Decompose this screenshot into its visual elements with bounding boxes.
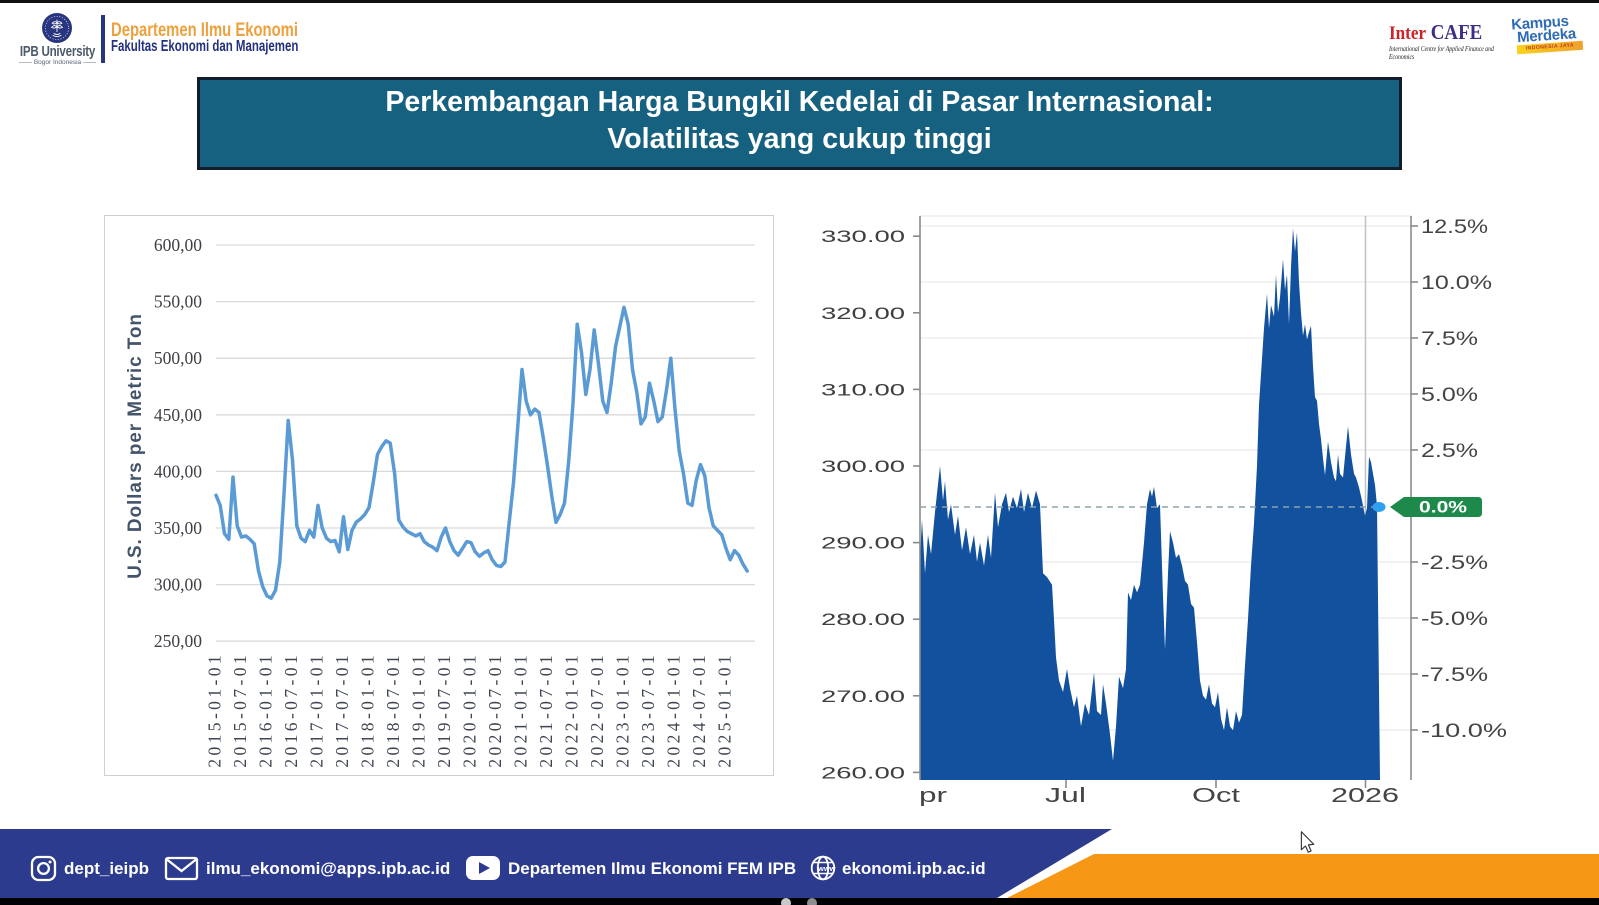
svg-text:2020-01-01: 2020-01-01	[460, 652, 480, 768]
svg-text:2018-07-01: 2018-07-01	[383, 652, 403, 768]
svg-text:550,00: 550,00	[154, 292, 202, 312]
svg-text:330.00: 330.00	[821, 228, 905, 246]
svg-text:U.S. Dollars per Metric Ton: U.S. Dollars per Metric Ton	[125, 313, 146, 579]
svg-text:2024-01-01: 2024-01-01	[664, 652, 684, 768]
svg-text:2026: 2026	[1331, 785, 1399, 807]
svg-text:2020-07-01: 2020-07-01	[485, 652, 505, 768]
svg-text:400,00: 400,00	[154, 461, 202, 481]
svg-text:290.00: 290.00	[821, 535, 905, 553]
svg-text:5.0%: 5.0%	[1421, 385, 1478, 406]
svg-text:600,00: 600,00	[154, 235, 202, 255]
svg-text:-2.5%: -2.5%	[1421, 553, 1488, 574]
svg-text:2025-01-01: 2025-01-01	[715, 652, 735, 768]
svg-text:450,00: 450,00	[154, 405, 202, 425]
svg-text:-10.0%: -10.0%	[1421, 721, 1507, 742]
svg-text:2016-01-01: 2016-01-01	[256, 652, 276, 768]
svg-text:500,00: 500,00	[154, 348, 202, 368]
svg-text:260.00: 260.00	[821, 764, 905, 782]
svg-text:0.0%: 0.0%	[1419, 499, 1467, 517]
svg-text:www: www	[817, 864, 836, 873]
svg-text:2017-01-01: 2017-01-01	[307, 652, 327, 768]
svg-text:12.5%: 12.5%	[1421, 217, 1488, 238]
svg-text:280.00: 280.00	[821, 611, 905, 629]
svg-text:-5.0%: -5.0%	[1421, 609, 1488, 630]
svg-text:2019-07-01: 2019-07-01	[434, 652, 454, 768]
svg-text:250,00: 250,00	[154, 631, 202, 651]
svg-text:300,00: 300,00	[154, 575, 202, 595]
svg-text:2017-07-01: 2017-07-01	[332, 652, 352, 768]
svg-text:2016-07-01: 2016-07-01	[281, 652, 301, 768]
svg-text:2021-07-01: 2021-07-01	[536, 652, 556, 768]
svg-text:310.00: 310.00	[821, 381, 905, 399]
svg-text:pr: pr	[919, 785, 948, 807]
svg-text:270.00: 270.00	[821, 688, 905, 706]
svg-text:2018-01-01: 2018-01-01	[358, 652, 378, 768]
svg-text:2023-01-01: 2023-01-01	[613, 652, 633, 768]
svg-text:2015-01-01: 2015-01-01	[205, 652, 225, 768]
svg-text:2022-07-01: 2022-07-01	[587, 652, 607, 768]
svg-text:300.00: 300.00	[821, 458, 905, 476]
svg-text:Oct: Oct	[1192, 785, 1241, 807]
svg-text:350,00: 350,00	[154, 518, 202, 538]
svg-text:-7.5%: -7.5%	[1421, 665, 1488, 686]
svg-text:320.00: 320.00	[821, 305, 905, 323]
svg-text:Departemen Ilmu Ekonomi FEM IP: Departemen Ilmu Ekonomi FEM IPB	[508, 859, 796, 878]
svg-text:2024-07-01: 2024-07-01	[689, 652, 709, 768]
svg-text:2.5%: 2.5%	[1421, 441, 1478, 462]
svg-text:ilmu_ekonomi@apps.ipb.ac.id: ilmu_ekonomi@apps.ipb.ac.id	[206, 859, 450, 878]
svg-text:Jul: Jul	[1045, 785, 1086, 807]
svg-text:2019-01-01: 2019-01-01	[409, 652, 429, 768]
svg-text:2021-01-01: 2021-01-01	[511, 652, 531, 768]
svg-text:ekonomi.ipb.ac.id: ekonomi.ipb.ac.id	[842, 859, 986, 878]
svg-text:7.5%: 7.5%	[1421, 329, 1478, 350]
svg-text:2022-01-01: 2022-01-01	[562, 652, 582, 768]
svg-text:dept_ieipb: dept_ieipb	[64, 859, 149, 878]
svg-text:10.0%: 10.0%	[1421, 273, 1492, 294]
svg-text:2023-07-01: 2023-07-01	[638, 652, 658, 768]
svg-text:2015-07-01: 2015-07-01	[230, 652, 250, 768]
